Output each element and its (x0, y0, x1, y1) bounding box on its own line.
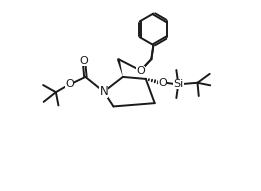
Text: O: O (80, 56, 88, 66)
Text: O: O (136, 66, 145, 76)
Text: O: O (65, 79, 74, 89)
Text: N: N (99, 85, 108, 98)
Text: O: O (158, 78, 167, 88)
Text: O: O (136, 66, 145, 76)
Text: Si: Si (173, 79, 183, 89)
Polygon shape (117, 59, 123, 77)
